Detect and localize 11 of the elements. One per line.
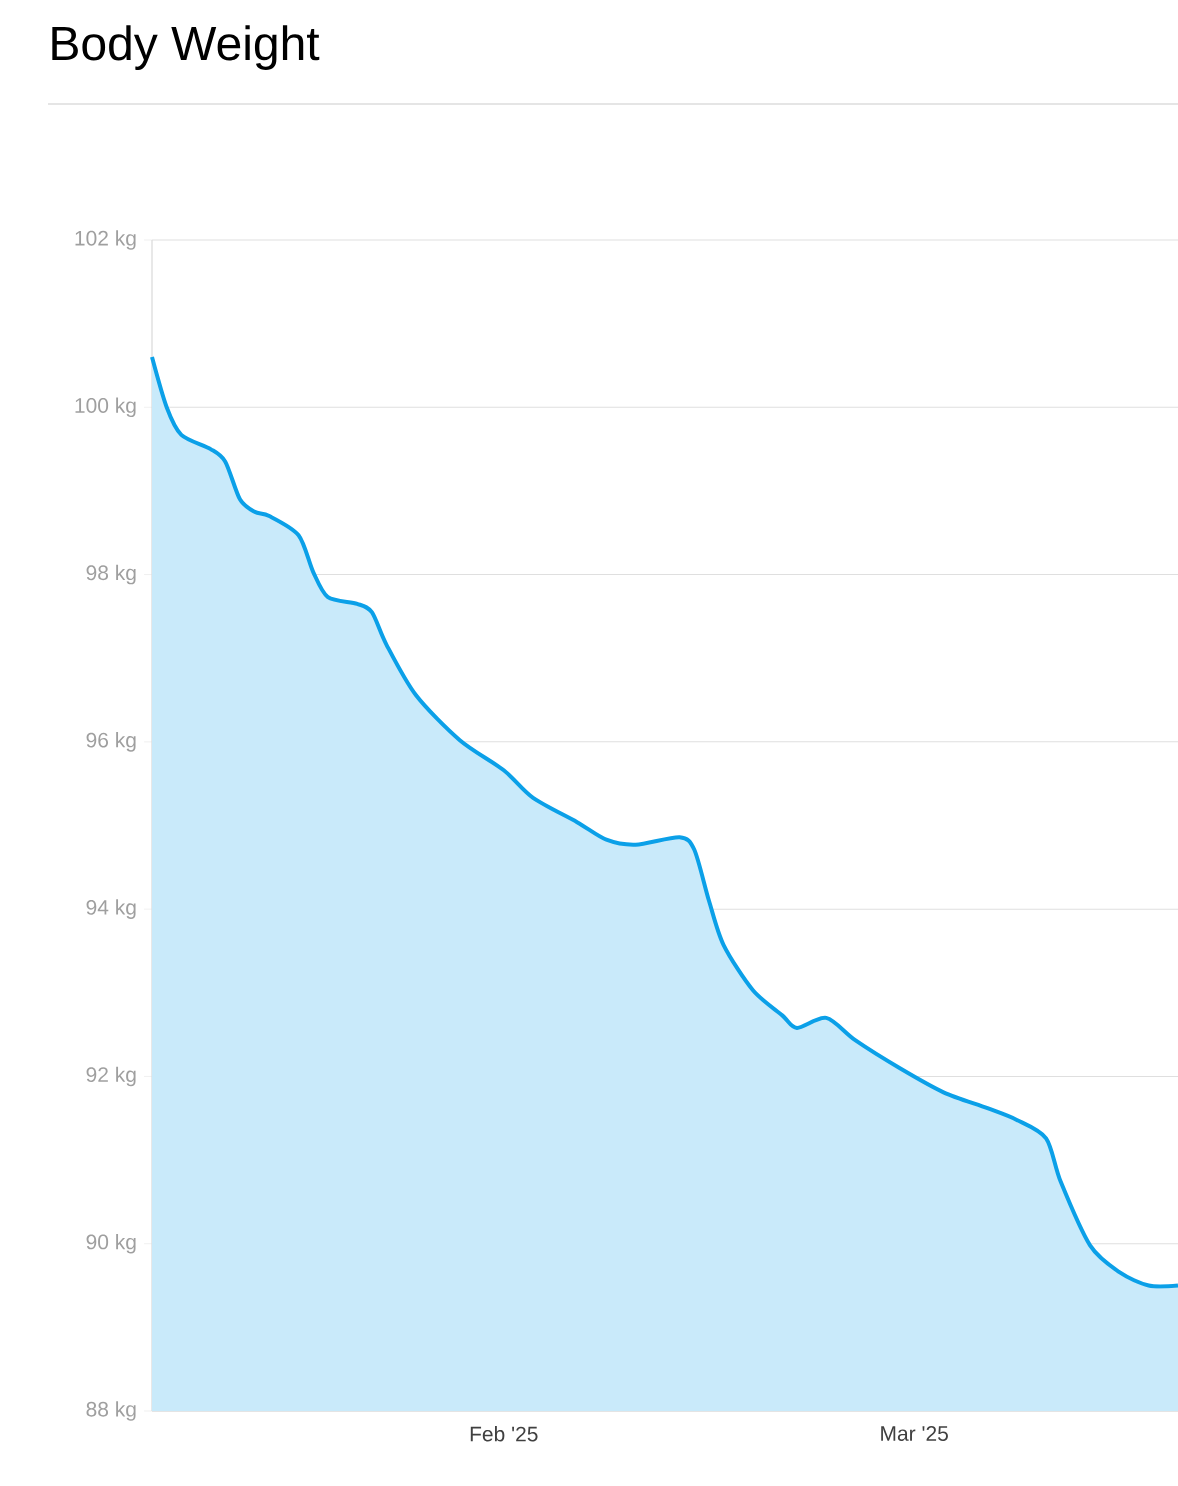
y-tick-label: 90 kg <box>86 1233 136 1254</box>
x-tick-label: Mar '25 <box>881 1426 948 1441</box>
y-tick-label: 100 kg <box>75 397 136 418</box>
y-tick-label: 88 kg <box>86 1401 136 1421</box>
y-tick-label: 98 kg <box>86 564 136 585</box>
x-tick-label: Feb '25 <box>470 1426 538 1442</box>
y-tick-label: 96 kg <box>86 732 136 752</box>
chart-title: Body Weight <box>52 25 320 70</box>
y-tick-label: 94 kg <box>86 899 136 919</box>
y-tick-label: 92 kg <box>86 1066 136 1087</box>
y-tick-label: 102 kg <box>75 230 136 250</box>
